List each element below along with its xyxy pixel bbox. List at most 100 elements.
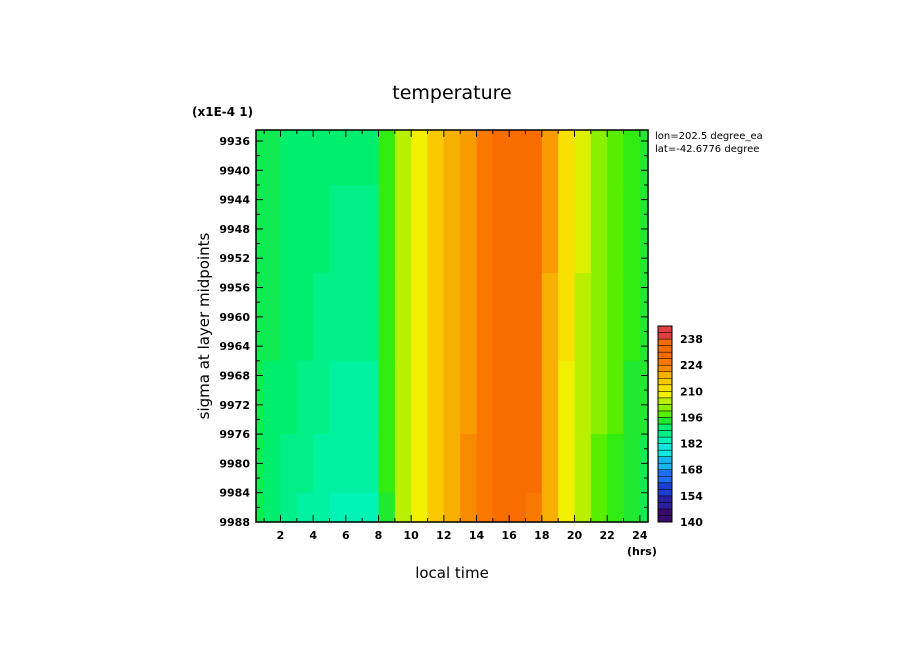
heat-cell xyxy=(280,184,298,274)
heat-cell xyxy=(378,272,396,362)
y-tick-label: 9988 xyxy=(219,516,250,529)
colorbar-label: 238 xyxy=(680,333,703,346)
colorbar-swatch xyxy=(657,449,673,457)
colorbar-frame xyxy=(657,325,673,523)
heat-cell xyxy=(394,130,412,186)
x-tick-label: 24 xyxy=(632,529,648,542)
heat-cell xyxy=(574,492,592,523)
y-tick-label: 9968 xyxy=(219,369,250,382)
heat-cell xyxy=(264,184,282,274)
heat-cell xyxy=(345,492,363,523)
heat-cell xyxy=(411,492,429,523)
colorbar-swatch xyxy=(657,495,673,503)
heat-cell xyxy=(460,130,478,186)
heat-cell xyxy=(427,130,445,186)
y-tick-label: 9940 xyxy=(219,164,250,177)
heat-cell xyxy=(443,360,461,435)
heat-cell xyxy=(329,434,347,494)
heat-cell xyxy=(296,272,314,362)
heat-cell xyxy=(558,434,576,494)
x-tick-label: 12 xyxy=(436,529,451,542)
colorbar-label: 210 xyxy=(680,385,703,398)
colorbar-swatch xyxy=(657,417,673,425)
y-tick-label: 9936 xyxy=(219,135,250,148)
colorbar-swatch xyxy=(657,325,673,333)
colorbar: 238 224 210 196 182 168 154 140 xyxy=(657,325,703,529)
colorbar-swatch xyxy=(657,404,673,412)
x-tick-label: 18 xyxy=(534,529,549,542)
heat-cell xyxy=(590,272,608,362)
heat-cell xyxy=(264,492,282,523)
heat-cell xyxy=(509,360,527,435)
heat-cell xyxy=(362,272,380,362)
heat-cell xyxy=(509,184,527,274)
heat-cell xyxy=(590,184,608,274)
annotation-lat: lat=-42.6776 degree xyxy=(655,144,759,155)
heat-cell xyxy=(443,184,461,274)
y-tick-label: 9952 xyxy=(219,252,250,265)
annotation-lon: lon=202.5 degree_ea xyxy=(655,131,763,142)
colorbar-swatch xyxy=(657,476,673,484)
heat-cell xyxy=(476,434,494,494)
heat-cell xyxy=(394,184,412,274)
heat-cell xyxy=(525,434,543,494)
heat-cell xyxy=(296,360,314,435)
colorbar-swatch xyxy=(657,489,673,497)
heat-cell xyxy=(590,492,608,523)
heat-cell xyxy=(607,184,625,274)
heat-cell xyxy=(541,492,559,523)
colorbar-swatch xyxy=(657,482,673,490)
x-tick-label: 10 xyxy=(404,529,420,542)
colorbar-swatch xyxy=(657,391,673,399)
heat-cell xyxy=(394,360,412,435)
heat-cell xyxy=(427,272,445,362)
heat-cell xyxy=(509,492,527,523)
heat-cell xyxy=(313,272,331,362)
heat-cell xyxy=(639,360,649,435)
y-axis-ticks: 9936 9940 9944 9948 9952 9956 9960 9964 9968 9972… xyxy=(219,135,648,529)
heat-cell xyxy=(492,434,510,494)
heat-cell xyxy=(443,492,461,523)
heat-cell xyxy=(362,492,380,523)
heat-cell xyxy=(639,130,649,186)
heat-cell xyxy=(280,360,298,435)
colorbar-swatch xyxy=(657,456,673,464)
chart-title: temperature xyxy=(392,82,511,104)
heat-cell xyxy=(525,130,543,186)
heat-cell xyxy=(394,434,412,494)
heat-cell xyxy=(574,130,592,186)
heat-cell xyxy=(509,272,527,362)
heat-cell xyxy=(394,492,412,523)
heat-cell xyxy=(256,130,265,186)
heat-cell xyxy=(574,272,592,362)
heat-cell xyxy=(394,272,412,362)
heat-cell xyxy=(378,492,396,523)
colorbar-swatch xyxy=(657,371,673,379)
heat-cell xyxy=(492,492,510,523)
heat-cell xyxy=(541,434,559,494)
colorbar-swatch xyxy=(657,515,673,523)
heat-cell xyxy=(460,492,478,523)
heat-cell xyxy=(525,272,543,362)
heat-cell xyxy=(476,272,494,362)
heat-cell xyxy=(345,434,363,494)
colorbar-swatch xyxy=(657,378,673,386)
heat-cell xyxy=(460,360,478,435)
heat-cell xyxy=(623,434,641,494)
heat-cell xyxy=(509,130,527,186)
y-tick-label: 9944 xyxy=(219,194,250,207)
heat-cell xyxy=(590,360,608,435)
heat-cell xyxy=(313,434,331,494)
heat-cell xyxy=(411,434,429,494)
colorbar-swatch xyxy=(657,410,673,418)
heat-cell xyxy=(607,492,625,523)
heat-cell xyxy=(623,272,641,362)
heat-cell xyxy=(623,130,641,186)
heat-cell xyxy=(558,492,576,523)
heat-cell xyxy=(492,184,510,274)
colorbar-swatch xyxy=(657,384,673,392)
heat-cell xyxy=(313,360,331,435)
x-tick-label: 22 xyxy=(600,529,615,542)
heat-cell xyxy=(590,434,608,494)
